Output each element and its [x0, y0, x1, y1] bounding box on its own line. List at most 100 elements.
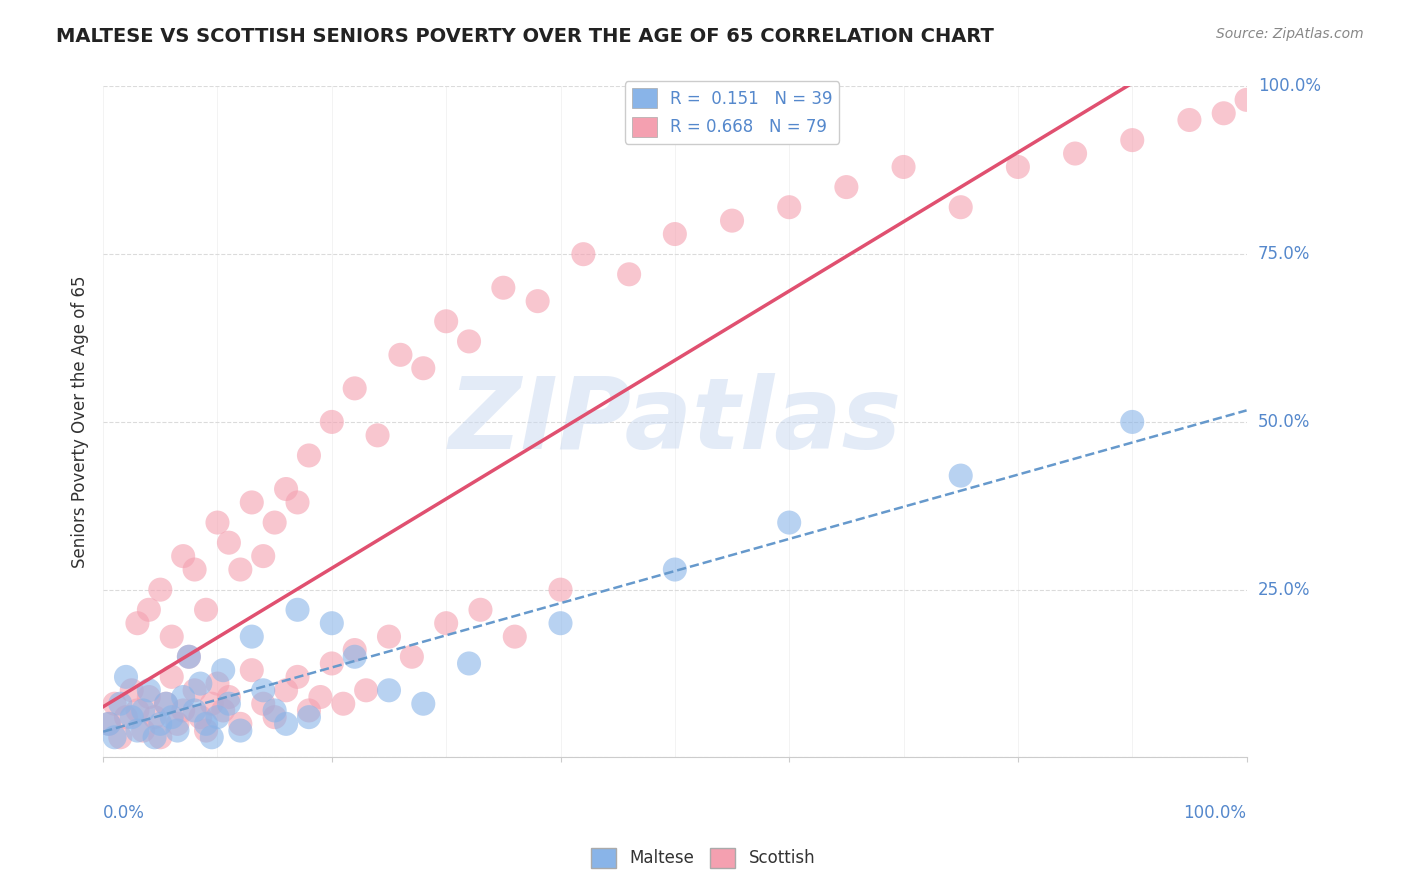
Point	[1007, 160, 1029, 174]
Point	[470, 603, 492, 617]
Point	[458, 334, 481, 349]
Point	[218, 697, 240, 711]
Point	[343, 649, 366, 664]
Point	[195, 716, 218, 731]
Y-axis label: Seniors Poverty Over the Age of 65: Seniors Poverty Over the Age of 65	[72, 276, 89, 568]
Point	[110, 731, 132, 745]
Point	[263, 703, 285, 717]
Point	[287, 603, 309, 617]
Point	[332, 697, 354, 711]
Point	[664, 227, 686, 241]
Point	[155, 697, 177, 711]
Point	[617, 268, 640, 282]
Point	[195, 723, 218, 738]
Point	[103, 731, 125, 745]
Point	[412, 697, 434, 711]
Point	[160, 630, 183, 644]
Point	[252, 683, 274, 698]
Point	[188, 710, 211, 724]
Point	[492, 281, 515, 295]
Point	[160, 710, 183, 724]
Point	[401, 649, 423, 664]
Point	[354, 683, 377, 698]
Text: 75.0%: 75.0%	[1258, 245, 1310, 263]
Point	[195, 603, 218, 617]
Point	[412, 361, 434, 376]
Point	[183, 703, 205, 717]
Point	[503, 630, 526, 644]
Point	[343, 643, 366, 657]
Point	[172, 690, 194, 704]
Text: 100.0%: 100.0%	[1184, 805, 1247, 822]
Point	[143, 731, 166, 745]
Text: ZIPatlas: ZIPatlas	[449, 374, 901, 470]
Point	[115, 710, 138, 724]
Point	[201, 731, 224, 745]
Point	[572, 247, 595, 261]
Point	[229, 723, 252, 738]
Point	[434, 314, 457, 328]
Text: Source: ZipAtlas.com: Source: ZipAtlas.com	[1216, 27, 1364, 41]
Point	[218, 690, 240, 704]
Point	[121, 710, 143, 724]
Point	[132, 703, 155, 717]
Point	[149, 716, 172, 731]
Point	[949, 468, 972, 483]
Point	[218, 535, 240, 549]
Point	[177, 649, 200, 664]
Point	[389, 348, 412, 362]
Point	[378, 630, 401, 644]
Point	[212, 703, 235, 717]
Point	[177, 649, 200, 664]
Point	[207, 676, 229, 690]
Point	[138, 690, 160, 704]
Point	[263, 710, 285, 724]
Point	[378, 683, 401, 698]
Point	[287, 670, 309, 684]
Point	[1178, 113, 1201, 128]
Point	[138, 683, 160, 698]
Text: 50.0%: 50.0%	[1258, 413, 1310, 431]
Legend: R =  0.151   N = 39, R = 0.668   N = 79: R = 0.151 N = 39, R = 0.668 N = 79	[624, 81, 839, 144]
Point	[835, 180, 858, 194]
Point	[287, 495, 309, 509]
Point	[97, 716, 120, 731]
Point	[121, 683, 143, 698]
Point	[132, 723, 155, 738]
Point	[1121, 133, 1143, 147]
Point	[240, 663, 263, 677]
Point	[1236, 93, 1258, 107]
Point	[229, 716, 252, 731]
Point	[172, 549, 194, 563]
Point	[172, 703, 194, 717]
Point	[1064, 146, 1087, 161]
Point	[166, 716, 188, 731]
Point	[1212, 106, 1234, 120]
Point	[115, 670, 138, 684]
Point	[298, 710, 321, 724]
Point	[321, 657, 343, 671]
Point	[103, 697, 125, 711]
Point	[183, 683, 205, 698]
Point	[949, 200, 972, 214]
Point	[721, 213, 744, 227]
Point	[778, 200, 800, 214]
Point	[664, 562, 686, 576]
Point	[155, 697, 177, 711]
Point	[274, 683, 297, 698]
Text: MALTESE VS SCOTTISH SENIORS POVERTY OVER THE AGE OF 65 CORRELATION CHART: MALTESE VS SCOTTISH SENIORS POVERTY OVER…	[56, 27, 994, 45]
Point	[240, 630, 263, 644]
Point	[309, 690, 332, 704]
Point	[274, 716, 297, 731]
Legend: Maltese, Scottish: Maltese, Scottish	[583, 841, 823, 875]
Point	[343, 381, 366, 395]
Text: 100.0%: 100.0%	[1258, 78, 1320, 95]
Point	[252, 697, 274, 711]
Point	[127, 703, 149, 717]
Point	[252, 549, 274, 563]
Point	[127, 723, 149, 738]
Point	[149, 731, 172, 745]
Point	[778, 516, 800, 530]
Point	[526, 294, 548, 309]
Point	[166, 723, 188, 738]
